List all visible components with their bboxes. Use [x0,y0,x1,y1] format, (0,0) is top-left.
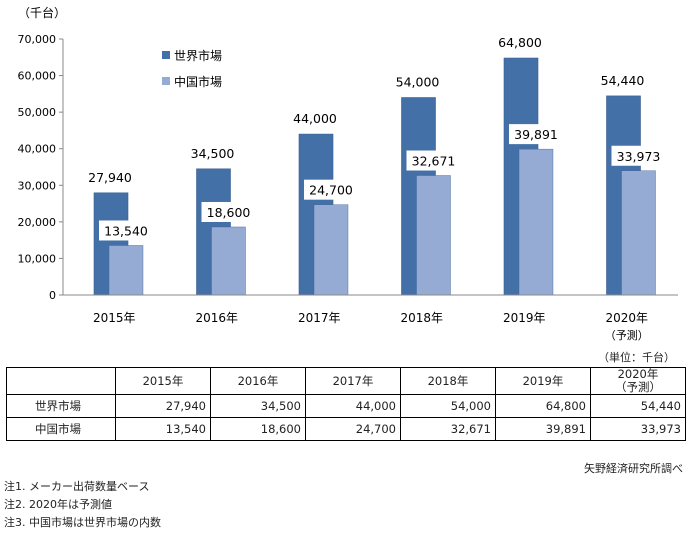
world-data-label-bg [595,69,650,90]
footnote: 注3. 中国市場は世界市場の内数 [4,516,161,529]
world-data-label: 34,500 [191,146,235,161]
china-data-label-bg [201,201,256,222]
table-unit-label: （単位：千台） [598,351,675,364]
china-market-bar [416,175,451,296]
legend-label: 中国市場 [174,74,222,89]
table-header-cell: 2020年 （予測） [590,367,686,395]
china-data-label-bg [304,179,358,200]
table-row: 中国市場 13,540 18,600 24,700 32,671 39,891 … [6,417,686,441]
table-row-label: 中国市場 [6,417,116,441]
y-tick-label: 50,000 [18,106,57,119]
world-data-label-bg [390,71,445,92]
bars: 27,940 13,540 34,500 18,600 44,000 24,700 54,0… [83,32,666,296]
world-data-label: 44,000 [293,111,337,126]
table-row-label: 世界市場 [6,394,116,418]
x-tick-label: 2018年 [400,311,443,325]
y-tick-label: 10,000 [18,252,57,265]
legend-swatch [162,51,170,59]
world-data-label: 27,940 [88,170,132,185]
world-data-label: 54,000 [396,75,440,90]
table-header-cell: 2015年 [115,367,211,395]
table-cell: 54,000 [400,394,496,418]
china-market-bar [313,204,349,296]
y-axis-unit-label: （千台） [18,5,66,20]
china-data-label: 39,891 [514,127,558,142]
x-tick-sublabel: （予測） [605,328,649,342]
x-tick-label: 2016年 [195,311,238,325]
y-tick-label: 20,000 [18,216,57,229]
china-data-label-bg [406,150,461,171]
legend-swatch [162,77,170,85]
y-tick-label: 30,000 [18,179,57,192]
y-axis: （千台） 0 10,000 20,000 30,000 40,000 50,000 60,00… [18,5,67,302]
footnote: 注2. 2020年は予測値 [4,498,112,511]
world-data-label-bg [185,142,240,163]
table-cell: 24,700 [305,417,401,441]
china-data-label: 24,700 [309,183,353,198]
table-cell: 44,000 [305,394,401,418]
table-cell: 64,800 [495,394,591,418]
table-row: 世界市場 27,940 34,500 44,000 54,000 64,800 … [6,394,686,418]
table-corner-cell [6,367,116,395]
y-tick-label: 40,000 [18,143,57,156]
world-data-label-bg [83,166,137,187]
world-data-label: 54,440 [601,73,645,88]
table-cell: 33,973 [590,417,686,441]
y-tick-label: 60,000 [18,70,57,83]
china-market-bar [621,170,656,296]
footnotes: 注1. メーカー出荷数量ベース 注2. 2020年は予測値 注3. 中国市場は世… [4,478,161,532]
world-data-label: 64,800 [498,35,542,50]
china-data-label: 32,671 [412,154,456,169]
table-header-cell: 2019年 [495,367,591,395]
table-header-row: 2015年 2016年 2017年 2018年 2019年 2020年 （予測） [6,367,686,395]
table-cell: 54,440 [590,394,686,418]
footnote: 注1. メーカー出荷数量ベース [4,480,150,493]
china-data-label-bg [99,220,153,241]
china-market-bar [211,226,246,296]
china-data-label: 13,540 [104,223,148,238]
x-axis: 2015年 2016年 2017年 2018年 2019年 2020年 （予測） [63,294,678,342]
table-header-cell: 2017年 [305,367,401,395]
table-cell: 32,671 [400,417,496,441]
legend-label: 世界市場 [174,48,222,63]
bar-chart: （千台） 0 10,000 20,000 30,000 40,000 50,000 60,00… [18,5,678,342]
china-data-label: 18,600 [207,205,251,220]
x-tick-label: 2015年 [93,311,136,325]
table-header-cell: 2018年 [400,367,496,395]
table-cell: 18,600 [210,417,306,441]
table-cell: 27,940 [115,394,211,418]
table-cell: 34,500 [210,394,306,418]
x-tick-label: 2017年 [298,311,341,325]
y-tick-label: 70,000 [18,33,57,46]
world-data-label-bg [288,108,342,129]
china-data-label: 33,973 [617,149,661,164]
x-tick-label: 2019年 [503,311,546,325]
china-data-label-bg [509,124,563,145]
table-header-cell: 2016年 [210,367,306,395]
data-table: 2015年 2016年 2017年 2018年 2019年 2020年 （予測） … [6,367,686,441]
china-data-label-bg [611,145,666,166]
world-data-label-bg [493,32,547,53]
table-cell: 13,540 [115,417,211,441]
y-tick-label: 0 [49,289,56,302]
table-cell: 39,891 [495,417,591,441]
x-tick-label: 2020年 [605,311,648,325]
china-market-bar [518,148,554,296]
china-market-bar [108,245,144,296]
source-note: 矢野経済研究所調べ [584,462,683,475]
